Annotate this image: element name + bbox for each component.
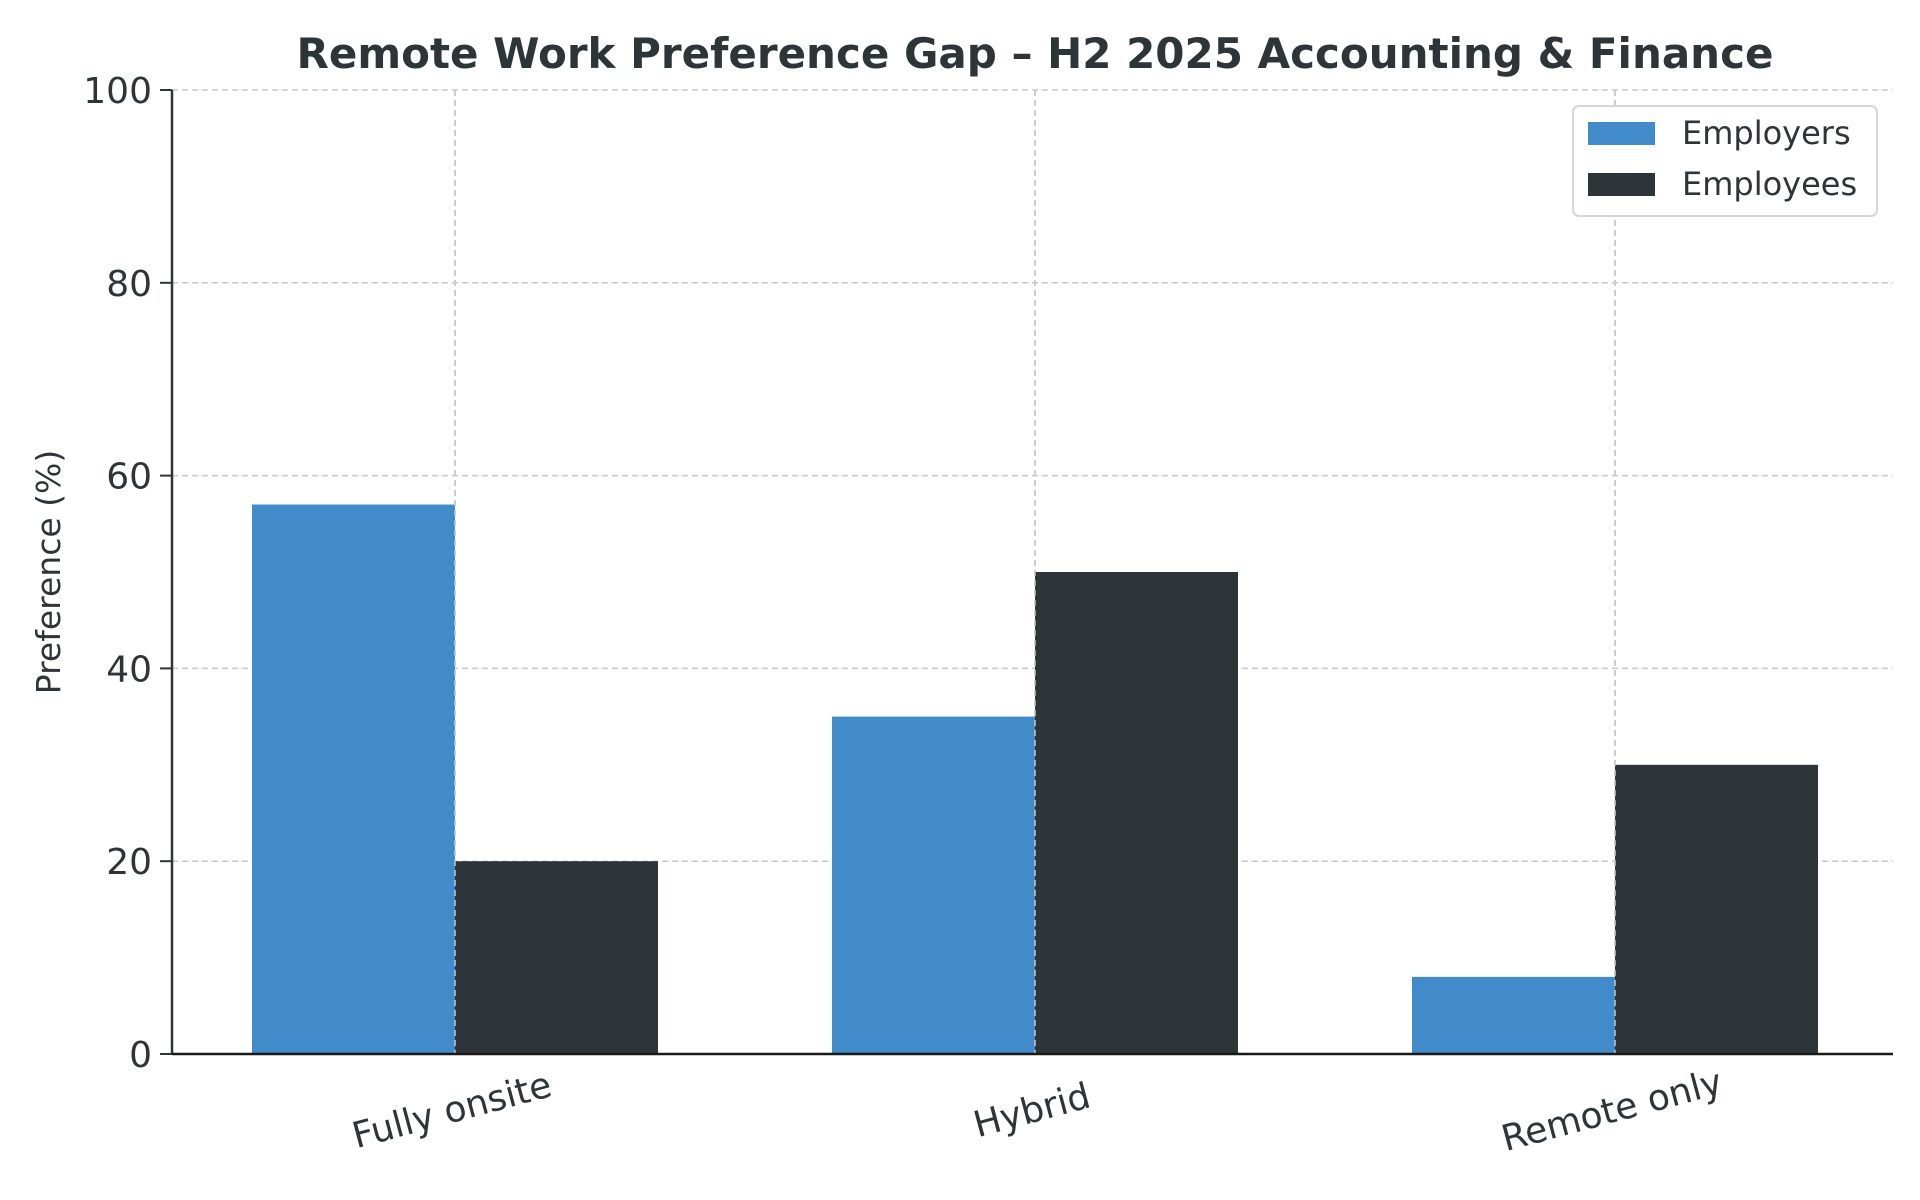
y-tick-label: 20 — [106, 842, 152, 883]
y-axis-label: Preference (%) — [29, 450, 68, 695]
axes — [170, 90, 1893, 1056]
legend-label-employers: Employers — [1682, 114, 1851, 152]
bar-employees-hybrid — [1035, 572, 1238, 1054]
x-tick-label: Hybrid — [969, 1076, 1094, 1146]
y-tick-label: 60 — [106, 457, 152, 498]
chart-title: Remote Work Preference Gap – H2 2025 Acc… — [297, 29, 1774, 78]
bar-employers-hybrid — [832, 716, 1035, 1054]
legend-label-employees: Employees — [1682, 165, 1857, 203]
bar-employers-fully-onsite — [252, 504, 455, 1054]
legend-swatch-employers — [1588, 122, 1655, 145]
legend: Employers Employees — [1572, 105, 1878, 217]
y-tick-label: 0 — [129, 1035, 152, 1076]
x-ticks: Fully onsite Hybrid Remote only — [348, 1062, 1727, 1160]
bar-employers-remote-only — [1412, 976, 1615, 1054]
y-tick-label: 40 — [106, 649, 152, 690]
y-ticks: 0 20 40 60 80 100 — [83, 71, 172, 1076]
bars — [252, 90, 1818, 1054]
y-tick-label: 100 — [83, 71, 152, 112]
bar-employees-remote-only — [1615, 764, 1818, 1054]
y-tick-label: 80 — [106, 264, 152, 305]
x-tick-label: Fully onsite — [348, 1065, 556, 1157]
x-tick-label: Remote only — [1497, 1062, 1726, 1160]
legend-swatch-employees — [1588, 173, 1655, 196]
bar-employees-fully-onsite — [455, 861, 658, 1054]
